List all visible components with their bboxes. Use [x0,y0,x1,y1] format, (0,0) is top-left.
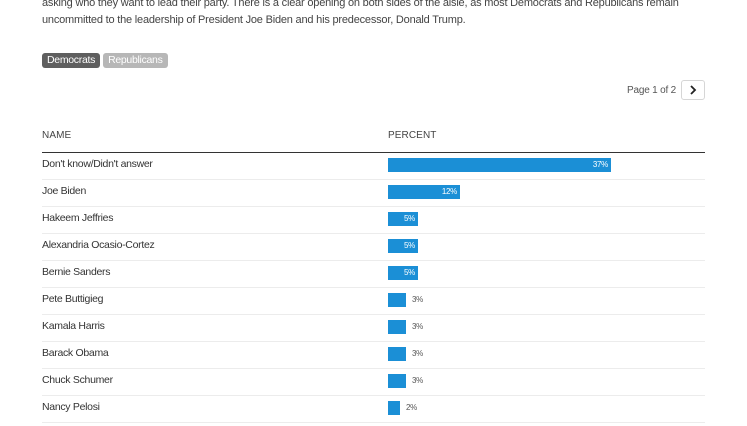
table-row: Don't know/Didn't answer 37% [42,153,705,180]
bar-value-label: 3% [412,349,423,358]
bar-track: 3% [388,374,705,388]
bar-track: 5% [388,266,705,280]
intro-text: asking who they want to lead their party… [42,0,722,29]
row-name: Hakeem Jeffries [42,212,114,224]
bar-chart-rows: Don't know/Didn't answer 37% Joe Biden 12% H… [42,153,705,423]
row-name: Kamala Harris [42,320,105,332]
table-row: Alexandria Ocasio-Cortez 5% [42,234,705,261]
bar-value-label: 12% [441,187,457,196]
bar-value-label: 3% [412,322,423,331]
republicans-filter-button[interactable]: Republicans [103,53,168,68]
table-row: Bernie Sanders 5% [42,261,705,288]
bar-value-label: 3% [412,376,423,385]
row-name: Alexandria Ocasio-Cortez [42,239,155,251]
bar-track: 5% [388,212,705,226]
percent-column-header: PERCENT [388,130,437,141]
bar [388,347,406,361]
bar-value-label: 37% [592,160,608,169]
table-row: Joe Biden 12% [42,180,705,207]
table-row: Chuck Schumer 3% [42,369,705,396]
bar-value-label: 5% [404,268,415,277]
row-name: Chuck Schumer [42,374,113,386]
bar [388,239,418,253]
table-row: Pete Buttigieg 3% [42,288,705,315]
intro-line-1: asking who they want to lead their party… [42,0,679,9]
row-name: Don't know/Didn't answer [42,158,153,170]
bar-value-label: 3% [412,295,423,304]
row-name: Bernie Sanders [42,266,111,278]
table-row: Nancy Pelosi 2% [42,396,705,423]
bar-value-label: 5% [404,214,415,223]
table-row: Hakeem Jeffries 5% [42,207,705,234]
bar-track: 3% [388,347,705,361]
bar [388,266,418,280]
bar [388,374,406,388]
bar-track: 12% [388,185,705,199]
bar-track: 3% [388,320,705,334]
bar [388,320,406,334]
bar-track: 37% [388,158,705,172]
bar [388,212,418,226]
bar [388,401,400,415]
row-name: Barack Obama [42,347,109,359]
bar [388,185,460,199]
next-page-button[interactable] [681,80,705,100]
democrats-filter-button[interactable]: Democrats [42,53,101,68]
party-filter: Democrats Republicans [42,53,168,68]
intro-line-2: uncommitted to the leadership of Preside… [42,14,466,26]
bar [388,158,611,172]
bar-track: 2% [388,401,705,415]
bar-track: 5% [388,239,705,253]
bar [388,293,406,307]
bar-value-label: 5% [404,241,415,250]
bar-track: 3% [388,293,705,307]
row-name: Joe Biden [42,185,87,197]
bar-value-label: 2% [406,403,417,412]
table-row: Barack Obama 3% [42,342,705,369]
table-row: Kamala Harris 3% [42,315,705,342]
row-name: Nancy Pelosi [42,401,100,413]
row-name: Pete Buttigieg [42,293,104,305]
page-indicator: Page 1 of 2 [627,84,676,96]
chevron-right-icon [690,85,697,95]
table-header: NAME PERCENT [42,128,705,153]
name-column-header: NAME [42,130,72,141]
pagination: Page 1 of 2 [627,80,705,100]
